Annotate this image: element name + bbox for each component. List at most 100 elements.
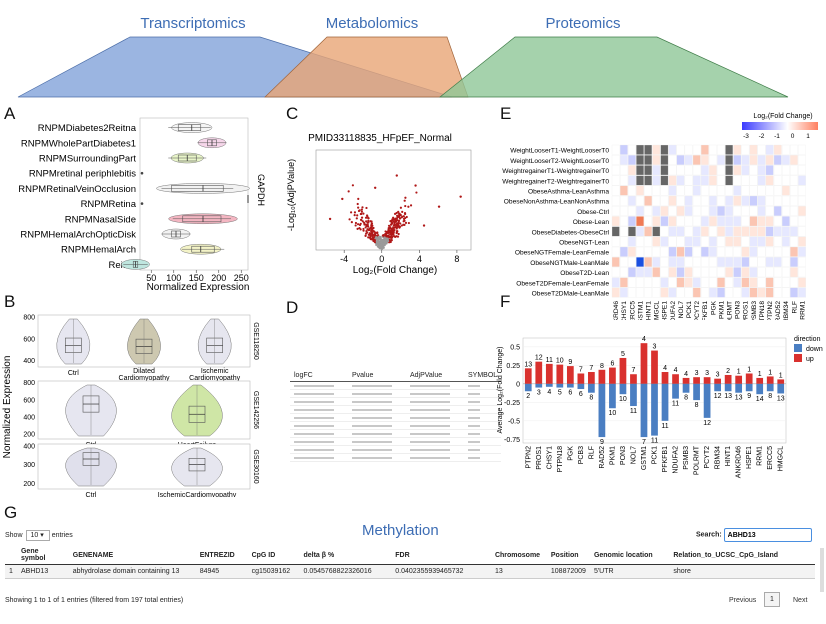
page-1-button[interactable]: 1 <box>764 592 780 607</box>
panel-f-bar-down <box>609 383 616 409</box>
panel-f-category-label: PGK <box>567 446 574 461</box>
panel-e-cell <box>709 267 717 278</box>
panel-e-cell <box>628 175 636 186</box>
panel-c-point <box>358 209 361 212</box>
panel-f-bar-label: 12 <box>535 355 543 362</box>
panel-e-cell <box>749 216 758 227</box>
panel-d-cell-text-placeholder <box>294 408 334 411</box>
table-cell: ABHD13 <box>16 564 69 579</box>
column-header[interactable]: ENTREZID <box>195 546 248 565</box>
panel-d-cell <box>406 453 464 462</box>
panel-e-cell <box>611 195 620 206</box>
panel-f-category-label: RAD52 <box>599 446 606 469</box>
panel-e-cell <box>660 277 669 288</box>
panel-e-cell <box>619 195 628 206</box>
panel-d-cell-text-placeholder <box>410 448 450 451</box>
panel-e-cell <box>684 236 693 247</box>
panel-e-cell <box>765 267 774 278</box>
panel-f-bar-label: 7 <box>632 367 636 374</box>
entries-select[interactable]: 10 ▾ <box>26 530 50 541</box>
panel-e-cell <box>692 257 701 267</box>
panel-e-cell <box>781 246 790 257</box>
column-header[interactable]: Relation_to_UCSC_CpG_Island <box>669 546 815 565</box>
search-input[interactable] <box>723 528 812 542</box>
panel-d-cell-text-placeholder <box>352 440 392 443</box>
panel-f-bar-up <box>588 372 595 384</box>
panel-c-point <box>378 243 381 246</box>
panel-c-point <box>392 233 395 236</box>
panel-e-cell <box>781 175 790 186</box>
panel-e-cell <box>749 246 758 257</box>
column-header[interactable]: delta β % <box>299 546 392 565</box>
panel-a-xtick-label: 150 <box>189 273 204 283</box>
panel-e-cell <box>611 267 620 278</box>
column-header[interactable]: Gene symbol <box>16 546 69 565</box>
panel-e-cell <box>725 277 734 288</box>
panel-e-cell <box>757 267 766 278</box>
panel-f-bar-label: 3 <box>653 344 657 351</box>
panel-e-cell <box>798 195 806 206</box>
panel-e-cell <box>757 175 766 186</box>
panel-e-row-label: ObeseNonAsthma-LeanNonAsthma <box>504 199 610 206</box>
panel-e-cell <box>660 226 669 237</box>
panel-d-cell <box>406 397 464 406</box>
panel-f-bar-down <box>577 383 585 390</box>
panel-e-cell <box>781 155 790 165</box>
panel-f-category-label: RLF <box>588 446 595 459</box>
panel-e-col-label: ERCC5 <box>629 301 636 320</box>
panel-f-category-label: HMGCL <box>778 446 785 471</box>
next-button[interactable]: Next <box>793 597 808 604</box>
column-header[interactable]: FDR <box>391 546 491 565</box>
panel-c-point <box>388 238 391 241</box>
panel-f-bar-label: 13 <box>724 393 732 400</box>
panel-e-cell <box>773 277 782 288</box>
panel-a-category-label: RNPMretinal periphlebitis <box>29 169 136 180</box>
panel-f-bar-label: 7 <box>589 365 593 372</box>
panel-d-cell <box>464 397 502 406</box>
panel-f-ytick-label: 0.25 <box>506 363 520 370</box>
panel-e-row-label: ObeseNGTMale-LeanMale <box>530 260 609 267</box>
panel-f-bar-label: 5 <box>621 351 625 358</box>
panel-c-point <box>364 223 367 226</box>
panel-d-cell <box>464 389 502 398</box>
panel-e-cell <box>692 277 701 288</box>
column-header[interactable]: CpG ID <box>247 546 300 565</box>
panel-e-col-label: POLRMT <box>726 301 733 320</box>
panel-d-cell-text-placeholder <box>468 392 480 395</box>
panel-f-bar-down <box>545 383 553 387</box>
panel-e-cell <box>798 185 806 196</box>
panel-e-col-label: PON3 <box>735 301 742 319</box>
panel-e-cell <box>611 246 620 257</box>
panel-c-point <box>371 237 374 240</box>
column-header[interactable]: Position <box>546 546 590 565</box>
previous-button[interactable]: Previous <box>729 597 757 604</box>
scrollbar[interactable] <box>820 548 824 592</box>
panel-e-col-label: HSPE1 <box>662 301 669 320</box>
table-cell: 13 <box>490 564 547 579</box>
panel-f-bar-label: 14 <box>756 396 764 403</box>
panel-f-bar-up <box>672 374 679 384</box>
column-header[interactable] <box>5 546 17 565</box>
table-row[interactable]: 1 ABHD13 abhydrolase domain containing 13 8… <box>5 564 815 579</box>
panel-c-point <box>367 217 370 220</box>
column-header[interactable]: GENENAME <box>68 546 196 565</box>
panel-e-cell <box>611 287 620 298</box>
panel-c-point <box>384 237 387 240</box>
panel-c-point <box>356 227 359 230</box>
panel-c-point <box>390 239 393 242</box>
panel-e-cell <box>636 195 644 206</box>
column-header[interactable]: Chromosome <box>490 546 547 565</box>
panel-e-col-label: PTPN18 <box>759 301 766 320</box>
panel-c-point <box>380 246 383 249</box>
panel-e-cell <box>660 246 669 257</box>
panel-e-cell <box>709 165 717 176</box>
panel-e-cell <box>628 216 636 227</box>
panel-e-col-label: GSTM1 <box>637 301 644 320</box>
panel-c-point <box>380 241 383 245</box>
panel-e-cell <box>765 257 774 267</box>
panel-d-cell <box>348 453 406 462</box>
panel-e-cell <box>757 257 766 267</box>
panel-e-cell <box>725 267 734 278</box>
column-header[interactable]: Genomic location <box>589 546 670 565</box>
panel-b-ytick-label: 800 <box>23 315 35 322</box>
